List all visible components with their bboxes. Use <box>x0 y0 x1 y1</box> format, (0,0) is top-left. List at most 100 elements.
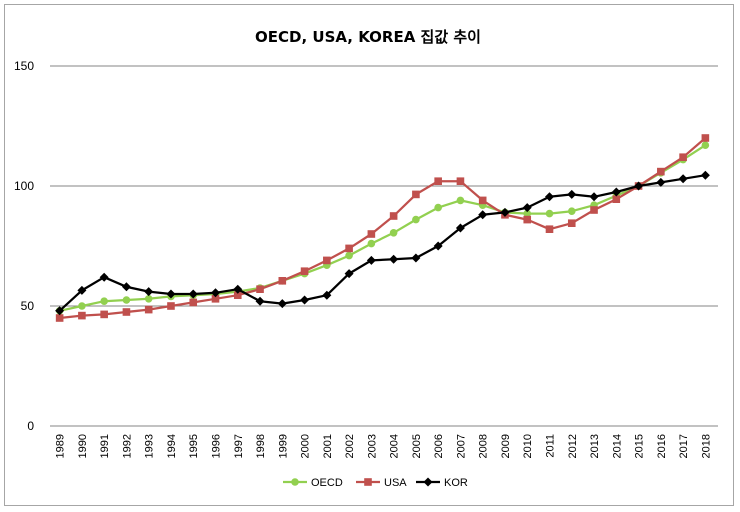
x-tick-label: 2016 <box>656 434 668 458</box>
data-point-kor <box>77 285 87 295</box>
data-point-usa <box>679 153 687 161</box>
series-kor <box>55 170 710 316</box>
data-point-oecd <box>345 251 353 260</box>
data-point-oecd <box>78 302 86 310</box>
legend-item-kor: KOR <box>416 477 468 489</box>
data-point-kor <box>277 299 287 309</box>
data-point-usa <box>55 314 64 322</box>
data-point-kor <box>366 255 376 265</box>
data-point-usa <box>523 215 532 224</box>
data-point-oecd <box>545 209 554 218</box>
x-tick-label: 1991 <box>99 434 111 458</box>
data-point-kor <box>188 289 198 299</box>
data-point-kor <box>300 295 310 305</box>
y-axis-ticks: 0 50 100 150 <box>14 59 34 433</box>
x-tick-label: 2003 <box>366 434 378 458</box>
data-point-kor <box>99 272 109 282</box>
legend-swatch-marker <box>291 478 299 486</box>
data-point-oecd <box>456 196 465 205</box>
chart-title: OECD, USA, KOREA 집값 추이 <box>255 28 481 46</box>
data-point-usa <box>701 134 710 142</box>
data-point-oecd <box>122 296 131 304</box>
data-point-usa <box>367 230 376 238</box>
legend-item-oecd: OECD <box>283 477 343 489</box>
data-point-kor <box>522 203 532 213</box>
data-point-kor <box>344 269 354 279</box>
data-point-oecd <box>389 229 398 237</box>
data-point-usa <box>278 277 287 285</box>
data-point-usa <box>345 244 353 253</box>
x-tick-label: 1997 <box>233 434 245 458</box>
series-line-oecd <box>59 144 706 312</box>
data-point-oecd <box>412 215 420 224</box>
data-point-usa <box>657 167 665 176</box>
x-tick-label: 2000 <box>300 434 312 458</box>
data-point-usa <box>122 308 131 316</box>
y-tick-label: 150 <box>14 59 34 73</box>
x-tick-label: 1996 <box>211 434 223 458</box>
data-point-oecd <box>144 295 153 303</box>
x-tick-label: 1992 <box>121 434 133 458</box>
x-tick-label: 2006 <box>433 434 445 458</box>
data-point-kor <box>433 241 443 251</box>
x-tick-label: 1994 <box>166 434 178 458</box>
data-point-oecd <box>567 207 576 215</box>
legend-label: OECD <box>311 477 343 489</box>
y-tick-label: 0 <box>27 419 34 433</box>
legend-item-usa: USA <box>356 477 407 489</box>
legend-swatch-marker <box>364 478 372 486</box>
x-tick-label: 2008 <box>478 434 490 458</box>
data-point-kor <box>611 187 621 197</box>
data-point-kor <box>500 207 510 217</box>
x-tick-label: 2018 <box>700 434 712 458</box>
data-point-usa <box>300 267 309 275</box>
data-point-kor <box>233 284 243 294</box>
series-line-usa <box>59 137 707 320</box>
x-tick-label: 1998 <box>255 434 267 458</box>
y-tick-label: 100 <box>14 179 34 193</box>
gridlines <box>50 65 718 427</box>
data-point-usa <box>545 225 554 233</box>
data-point-usa <box>189 298 198 307</box>
data-point-usa <box>167 302 175 310</box>
legend-label: KOR <box>444 477 468 489</box>
data-point-kor <box>634 181 644 191</box>
x-axis-ticks: 1989 1990 1991 1992 1993 1994 1995 1996 1997 1998… <box>55 434 713 458</box>
data-point-usa <box>233 291 242 299</box>
x-tick-label: 2005 <box>411 434 423 458</box>
legend-label: USA <box>384 477 407 489</box>
data-point-usa <box>211 295 220 303</box>
data-point-kor <box>678 174 688 184</box>
data-point-usa <box>389 212 398 220</box>
data-point-usa <box>612 195 621 203</box>
data-point-kor <box>656 177 666 187</box>
data-point-kor <box>700 170 710 180</box>
series-oecd <box>55 141 710 315</box>
data-point-usa <box>456 177 465 185</box>
series-line-kor <box>58 174 706 312</box>
x-tick-label: 1993 <box>144 434 156 458</box>
data-point-kor <box>211 288 220 298</box>
data-point-usa <box>78 311 86 320</box>
data-point-oecd <box>367 239 376 248</box>
data-point-usa <box>144 305 153 314</box>
data-point-usa <box>256 285 264 293</box>
data-point-kor <box>478 210 488 220</box>
data-point-kor <box>545 192 554 202</box>
legend-swatch-marker <box>423 477 433 487</box>
legend: OECD USA KOR <box>283 477 468 489</box>
x-tick-label: 2001 <box>322 434 334 458</box>
x-tick-label: 2007 <box>455 434 467 458</box>
x-tick-label: 1989 <box>55 434 67 458</box>
x-tick-label: 2004 <box>389 434 401 458</box>
y-tick-label: 50 <box>21 299 35 313</box>
data-point-kor <box>389 254 399 264</box>
x-tick-label: 2002 <box>344 434 356 458</box>
data-point-usa <box>100 310 108 319</box>
series-usa <box>55 134 710 322</box>
chart-frame <box>4 4 734 506</box>
data-point-kor <box>55 306 65 316</box>
x-tick-label: 2013 <box>589 434 601 458</box>
data-point-kor <box>567 189 577 199</box>
